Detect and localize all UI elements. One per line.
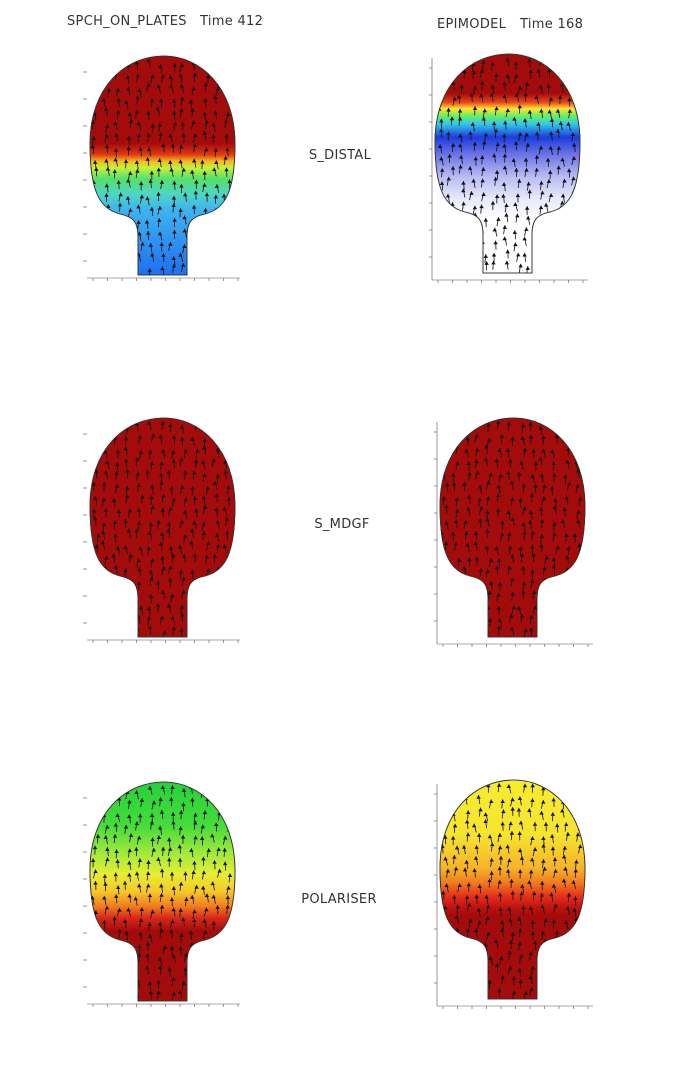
row-label-s-mdgf: S_MDGF — [314, 517, 370, 532]
leaf-shape — [89, 55, 236, 276]
leaf-shape — [434, 53, 581, 274]
plot-axes — [434, 784, 593, 1009]
plot-axes — [434, 422, 593, 647]
leaf-panel-s-mdgf-left — [83, 417, 240, 643]
leaf-panel-s-mdgf-right — [434, 417, 593, 647]
row-label-s-distal: S_DISTAL — [308, 148, 372, 163]
left-time-label: Time 412 — [200, 14, 264, 29]
leaf-panel-polariser-right — [434, 779, 593, 1009]
right-model-title: EPIMODEL — [437, 17, 507, 32]
row-label-polariser: POLARISER — [301, 892, 377, 907]
leaf-panel-s-distal-left — [83, 55, 240, 281]
leaf-panel-polariser-left — [83, 781, 240, 1007]
plot-axes — [83, 797, 240, 1007]
right-time-label: Time 168 — [520, 17, 584, 32]
plot-axes — [83, 433, 240, 643]
leaf-shape — [439, 417, 586, 638]
plot-axes — [83, 71, 240, 281]
left-model-title: SPCH_ON_PLATES — [67, 14, 187, 29]
leaf-panel-s-distal-right — [429, 53, 588, 283]
plot-axes — [429, 58, 588, 283]
